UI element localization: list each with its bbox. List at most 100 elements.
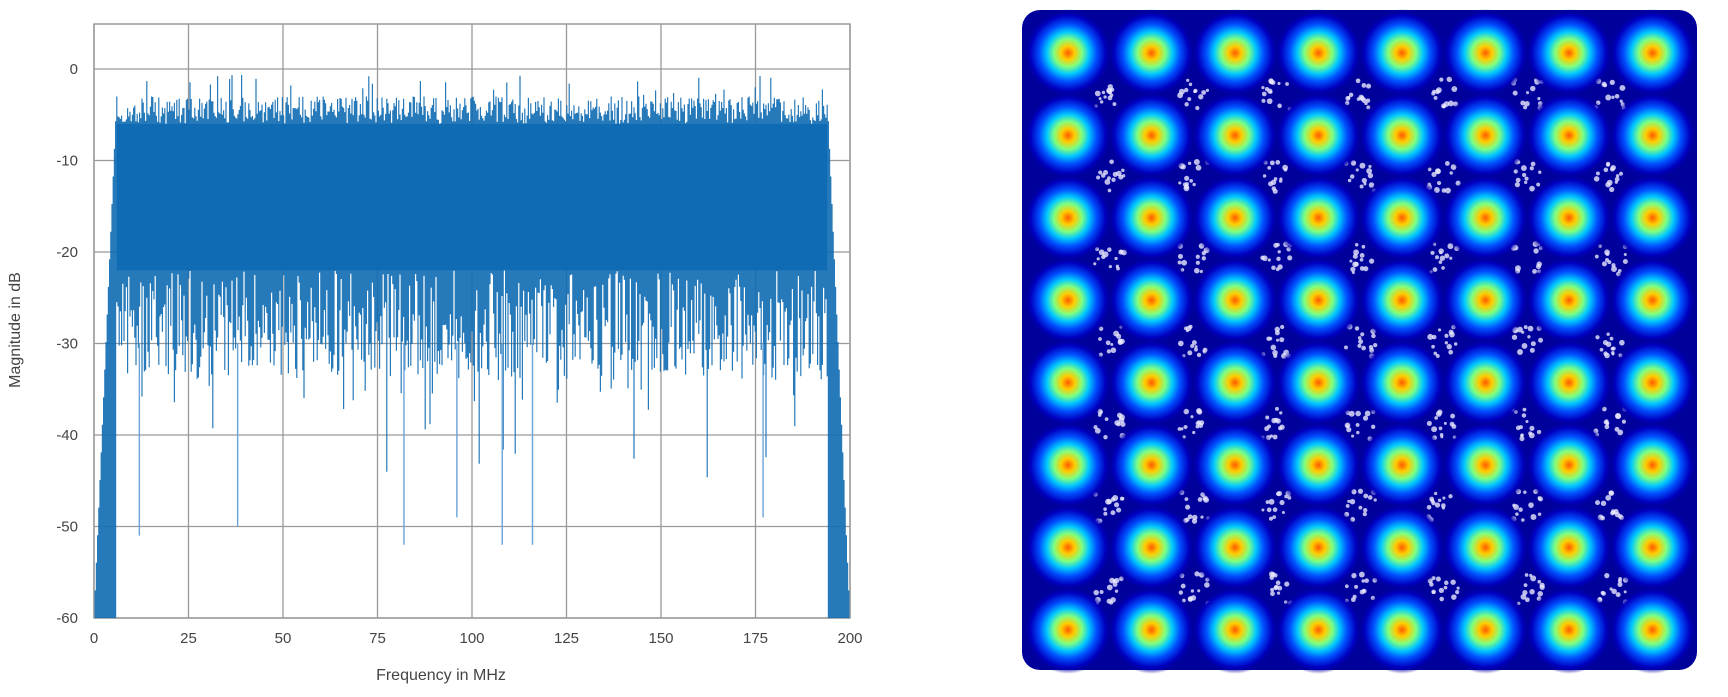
gap-noise: [1177, 427, 1182, 431]
gap-noise: [1373, 343, 1378, 348]
gap-noise: [1437, 328, 1442, 332]
gap-noise: [1362, 588, 1366, 592]
constellation-point: [1024, 585, 1112, 674]
gap-noise: [1447, 100, 1454, 107]
constellation-point: [1024, 9, 1112, 97]
gap-noise: [1354, 326, 1360, 331]
gap-noise: [1177, 253, 1184, 260]
gap-noise: [1362, 415, 1369, 421]
gap-noise: [1605, 161, 1611, 167]
gap-noise: [1539, 582, 1545, 588]
gap-noise: [1441, 506, 1445, 510]
spectrum-chart: 0 -10 -20 -30 -40 -50 -60 0 25 50 75 100 125 150 175 2…: [7, 23, 863, 684]
gap-noise: [1623, 252, 1627, 257]
gap-noise: [1435, 576, 1441, 582]
gap-noise: [1434, 416, 1439, 420]
gap-noise: [1431, 426, 1438, 433]
constellation-point: [1107, 338, 1196, 427]
gap-noise: [1365, 98, 1371, 103]
gap-noise: [1189, 179, 1194, 183]
gap-noise: [1611, 266, 1617, 272]
gap-noise: [1442, 496, 1446, 500]
gap-noise: [1279, 500, 1285, 506]
gap-noise: [1349, 174, 1355, 179]
gap-noise: [1527, 325, 1534, 332]
constellation-point: [1191, 256, 1279, 345]
gap-noise: [1363, 266, 1369, 272]
gap-noise: [1609, 336, 1614, 341]
gap-noise: [1278, 426, 1283, 431]
gap-noise: [1105, 340, 1111, 346]
gap-noise: [1273, 417, 1279, 423]
gap-noise: [1116, 422, 1121, 427]
gap-noise: [1520, 165, 1527, 171]
gap-noise: [1267, 258, 1271, 262]
gap-noise: [1349, 259, 1353, 263]
gap-noise: [1112, 582, 1118, 587]
gap-noise: [1615, 412, 1621, 419]
gap-noise: [1103, 434, 1108, 440]
gap-noise: [1193, 88, 1198, 93]
gap-noise: [1357, 343, 1362, 348]
gap-noise: [1440, 435, 1444, 439]
constellation-point: [1191, 91, 1279, 180]
constellation-point: [1107, 256, 1196, 345]
gap-noise: [1514, 182, 1520, 188]
gap-noise: [1600, 500, 1607, 507]
gap-noise: [1354, 242, 1359, 247]
gap-noise: [1107, 95, 1113, 101]
constellation-point: [1107, 585, 1196, 674]
spectrum-lines: [94, 75, 850, 618]
y-tick-label: -30: [56, 336, 78, 353]
constellation-point: [1274, 338, 1363, 427]
constellation-point: [1107, 173, 1196, 262]
constellation-point: [1608, 338, 1697, 427]
gap-noise: [1450, 413, 1456, 419]
gap-noise: [1602, 83, 1608, 88]
constellation-point: [1274, 173, 1363, 262]
constellation-point: [1358, 256, 1446, 345]
gap-noise: [1361, 345, 1366, 351]
gap-noise: [1437, 498, 1442, 503]
gap-noise: [1272, 507, 1278, 513]
gap-noise: [1364, 578, 1370, 583]
gap-noise: [1284, 494, 1288, 499]
spectrum-trace: [94, 75, 850, 618]
gap-noise: [1443, 585, 1448, 590]
gap-noise: [1518, 425, 1523, 430]
gap-noise: [1431, 171, 1437, 178]
gap-noise: [1355, 410, 1361, 417]
gap-noise: [1187, 97, 1192, 102]
gap-noise: [1277, 250, 1281, 254]
gap-noise: [1431, 590, 1436, 594]
gap-noise: [1270, 344, 1277, 351]
gap-noise: [1368, 344, 1374, 350]
gap-noise: [1356, 97, 1361, 101]
gap-noise: [1364, 410, 1371, 417]
gap-noise: [1186, 78, 1190, 82]
gap-noise: [1523, 325, 1528, 330]
gap-noise: [1188, 82, 1193, 87]
gap-noise: [1264, 426, 1270, 432]
constellation-point: [1024, 91, 1112, 180]
gap-noise: [1195, 106, 1200, 111]
gap-noise: [1526, 91, 1530, 95]
gap-noise: [1430, 250, 1435, 255]
constellation-point: [1024, 173, 1112, 262]
gap-noise: [1184, 175, 1190, 181]
gap-noise: [1602, 340, 1609, 346]
gap-noise: [1445, 187, 1451, 194]
gap-noise: [1528, 502, 1534, 508]
constellation-point: [1024, 256, 1112, 345]
gap-noise: [1451, 424, 1457, 429]
gap-noise: [1196, 409, 1203, 415]
gap-noise: [1270, 587, 1275, 592]
gap-noise: [1197, 497, 1203, 502]
gap-noise: [1269, 160, 1275, 166]
gap-noise: [1515, 512, 1519, 516]
y-tick-label: 0: [70, 61, 78, 78]
gap-noise: [1521, 343, 1528, 349]
gap-noise: [1352, 253, 1358, 259]
gap-noise: [1190, 589, 1195, 593]
gap-noise: [1456, 586, 1460, 590]
